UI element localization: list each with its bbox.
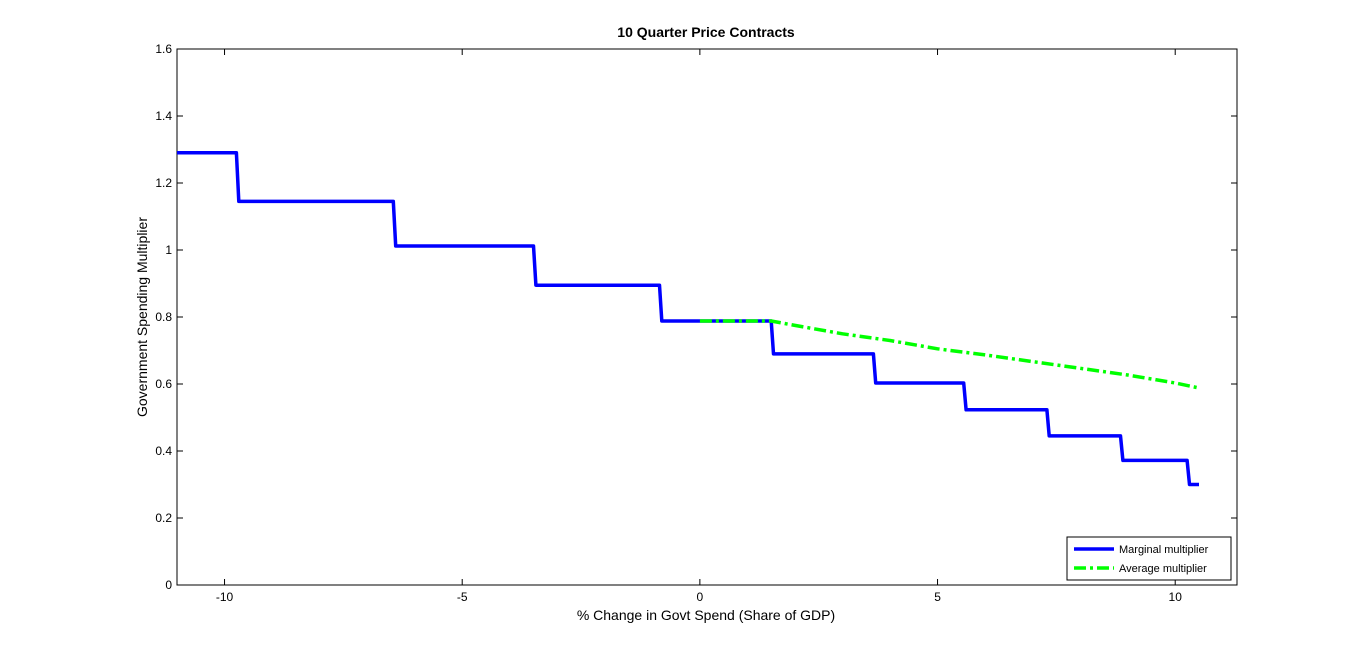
y-tick-label: 1.6 [155, 42, 172, 56]
y-tick-label: 1.2 [155, 176, 172, 190]
legend-label-average: Average multiplier [1119, 563, 1207, 575]
chart-title: 10 Quarter Price Contracts [617, 24, 795, 40]
plot-area: -10 -5 0 5 10 0 0.2 0.4 0.6 0.8 1 1.2 1.4 1.6 [155, 42, 1238, 604]
x-tick-label: 0 [697, 590, 704, 604]
series-line-marginal [177, 151, 1199, 487]
y-tick-label: 0.4 [155, 444, 172, 458]
y-tick-label: 0.2 [155, 511, 172, 525]
y-tick-label: 0 [165, 578, 172, 592]
x-axis-label: % Change in Govt Spend (Share of GDP) [577, 607, 835, 623]
y-tick-label: 1 [165, 243, 172, 257]
x-axis-ticks: -10 -5 0 5 10 [216, 49, 1182, 604]
x-tick-label: -5 [457, 590, 468, 604]
legend-label-marginal: Marginal multiplier [1119, 544, 1209, 556]
y-axis-label: Government Spending Multiplier [134, 217, 150, 417]
legend-box [1066, 536, 1232, 581]
y-tick-label: 0.8 [155, 310, 172, 324]
x-tick-label: -10 [216, 590, 234, 604]
y-tick-label: 1.4 [155, 109, 172, 123]
y-tick-label: 0.6 [155, 377, 172, 391]
series-line-average [699, 319, 1200, 390]
y-axis-ticks: 0 0.2 0.4 0.6 0.8 1 1.2 1.4 1.6 [155, 42, 1237, 592]
axes-box [176, 48, 1238, 586]
legend: Marginal multiplier Average multiplier [1066, 536, 1232, 581]
x-tick-label: 10 [1169, 590, 1183, 604]
x-tick-label: 5 [934, 590, 941, 604]
series-layer [177, 151, 1200, 487]
